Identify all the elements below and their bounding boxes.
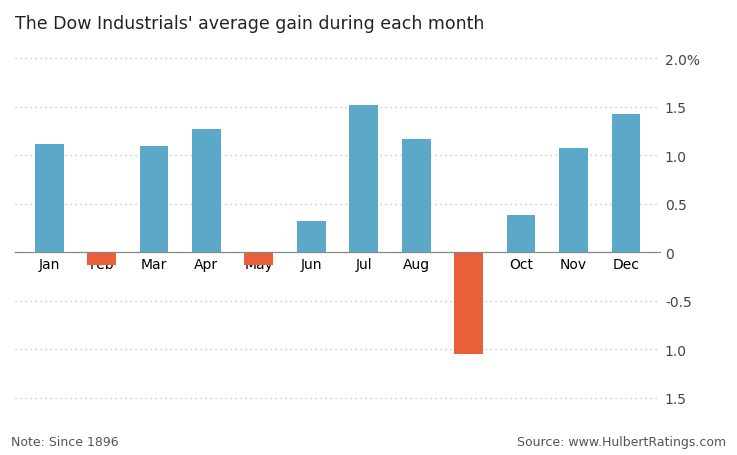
Bar	[402, 140, 430, 253]
Bar	[35, 144, 63, 253]
Text: The Dow Industrials' average gain during each month: The Dow Industrials' average gain during…	[15, 15, 484, 33]
Bar	[349, 106, 378, 253]
Bar	[192, 130, 221, 253]
Text: Note: Since 1896: Note: Since 1896	[11, 435, 119, 448]
Bar	[139, 147, 168, 253]
Text: Source: www.HulbertRatings.com: Source: www.HulbertRatings.com	[517, 435, 726, 448]
Bar	[245, 253, 273, 265]
Bar	[297, 222, 326, 253]
Bar	[559, 148, 588, 253]
Bar	[454, 253, 483, 354]
Bar	[87, 253, 116, 265]
Bar	[506, 216, 536, 253]
Bar	[612, 115, 640, 253]
